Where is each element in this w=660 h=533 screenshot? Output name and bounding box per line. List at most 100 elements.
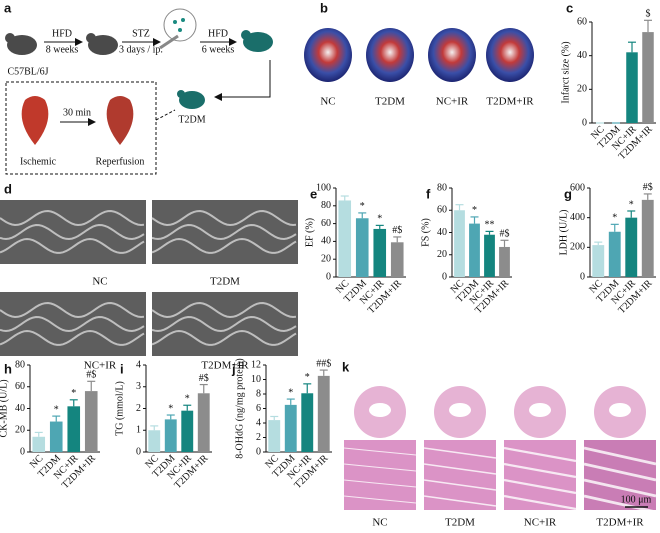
group-label: NC+IR: [84, 360, 117, 372]
y-tick-label: 40: [321, 236, 331, 247]
significance: *: [360, 201, 365, 212]
fiber-gap: [503, 494, 577, 511]
echo-trace: [151, 237, 297, 254]
panel-label: c: [566, 0, 573, 15]
bar: [49, 421, 63, 452]
y-tick-label: 20: [437, 249, 447, 260]
panel-label: i: [120, 361, 124, 376]
step-duration: 3 days / ip.: [119, 44, 163, 55]
mouse-icon: [5, 33, 15, 43]
significance: *: [305, 372, 310, 383]
dashed-box: [5, 81, 157, 175]
bar: [608, 231, 621, 277]
dot: [173, 20, 177, 24]
step-duration: 8 weeks: [46, 44, 79, 55]
fiber-gap: [343, 479, 417, 488]
scale-bar-label: 100 μm: [621, 494, 652, 505]
echo-trace: [0, 237, 145, 254]
y-tick-label: 6: [256, 403, 261, 414]
panel-label: h: [4, 361, 12, 376]
significance: #$: [392, 225, 402, 236]
y-tick-label: 200: [570, 242, 585, 253]
y-tick-label: 600: [570, 182, 585, 193]
arrow: [214, 60, 271, 101]
bar: [197, 393, 210, 452]
bar: [592, 245, 605, 277]
fiber-gap: [503, 478, 577, 495]
echo-trace: [0, 223, 145, 241]
echo-trace: [0, 209, 145, 227]
mouse-icon: [86, 33, 96, 43]
mouse-icon: [241, 30, 251, 40]
y-tick-label: 60: [437, 205, 447, 216]
significance: #$: [86, 370, 96, 381]
panel-label: e: [310, 186, 317, 201]
y-tick-label: 8: [256, 388, 261, 399]
significance: *: [472, 205, 477, 216]
heart-photo: [486, 28, 534, 82]
y-axis-label: TG (mmol/L): [114, 381, 125, 436]
significance: *: [612, 213, 617, 224]
significance: $: [646, 9, 651, 20]
model: T2DM: [178, 114, 205, 125]
bar: [268, 420, 281, 452]
panel-label: b: [320, 0, 328, 15]
significance: #$: [199, 373, 209, 384]
panel-label: g: [564, 186, 572, 201]
y-tick-label: 40: [577, 50, 587, 61]
step-name: STZ: [132, 28, 150, 39]
stage: Ischemic: [20, 156, 57, 167]
fiber-gap: [583, 478, 657, 498]
bar: [317, 375, 330, 452]
y-tick-label: 400: [570, 212, 585, 223]
significance: *: [629, 199, 634, 210]
heart-photo: [304, 28, 352, 82]
fiber-gap: [503, 462, 577, 479]
significance: *: [185, 394, 190, 405]
y-axis-label: EF (%): [304, 218, 315, 247]
y-tick-label: 0: [136, 446, 141, 457]
heart-icon: [21, 96, 49, 145]
bar: [84, 391, 98, 452]
schematic: a C57BL/6J HFD 8 weeks STZ 3 days / ip. …: [4, 0, 273, 175]
y-tick-label: 10: [251, 374, 261, 385]
mouse-icon: [177, 90, 185, 98]
fiber-gap: [583, 462, 657, 482]
panel-label: d: [4, 181, 12, 196]
bar: [484, 234, 495, 277]
significance: *: [168, 403, 173, 414]
echo-trace: [0, 329, 145, 346]
panel-label: k: [342, 359, 350, 374]
step-name: HFD: [208, 28, 228, 39]
step-duration: 6 weeks: [202, 44, 235, 55]
significance: ##$: [316, 358, 331, 369]
significance: #$: [643, 182, 653, 193]
y-axis-label: CK-MB (U/L): [0, 379, 9, 437]
bar: [355, 218, 369, 277]
panel-label: f: [426, 186, 431, 201]
dot: [181, 18, 185, 22]
echo-trace: [151, 223, 297, 241]
bar: [373, 228, 387, 277]
bar: [338, 200, 352, 277]
bar: [67, 406, 81, 452]
chart-panel: j024681012NC*T2DM*NC+IR##$T2DM+IR8-OHdG …: [231, 358, 332, 491]
stz-vial: [163, 8, 197, 42]
strain: C57BL/6J: [7, 66, 48, 77]
lumen: [529, 403, 551, 417]
y-tick-label: 0: [442, 271, 447, 282]
y-tick-label: 60: [577, 16, 587, 27]
dot: [178, 28, 182, 32]
stage: Reperfusion: [96, 156, 145, 167]
bar: [164, 419, 177, 452]
group-label: NC: [320, 96, 335, 108]
echo-images: d NC T2DM NC+IR T2DM+IR: [0, 181, 298, 372]
y-axis-label: Infarct size (%): [560, 41, 571, 103]
mouse-icon: [179, 91, 205, 109]
fiber-gap: [343, 463, 417, 472]
fiber-gap: [583, 494, 657, 514]
